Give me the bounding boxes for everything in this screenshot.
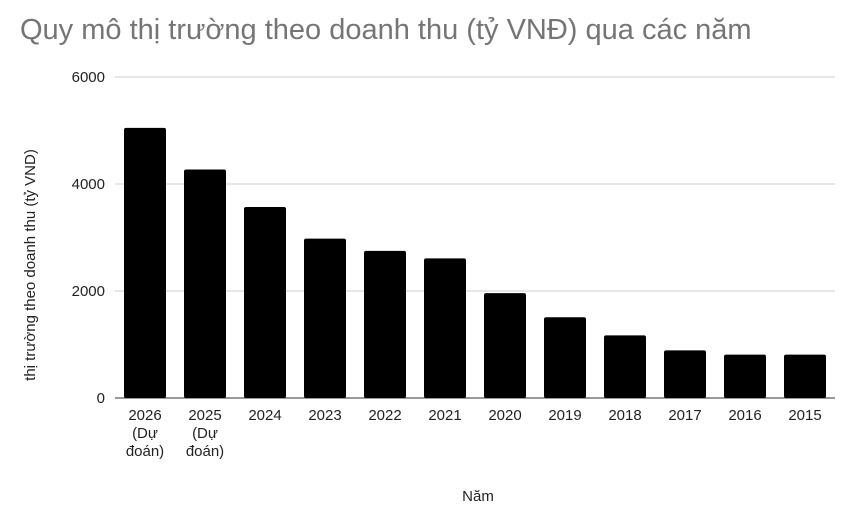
bar: [184, 169, 226, 398]
bar: [244, 207, 286, 398]
bar: [304, 238, 346, 398]
bar: [724, 354, 766, 398]
bar: [664, 350, 706, 398]
bar: [484, 293, 526, 398]
x-axis-title: Năm: [462, 488, 494, 505]
y-axis-title: thị trường theo doanh thu (tỷ VND): [22, 149, 39, 381]
gridlines: [115, 76, 835, 399]
x-tick-label: 2025 (Dự đoán): [186, 407, 224, 460]
y-tick-label: 0: [97, 390, 105, 407]
x-tick-label: 2018: [608, 407, 641, 424]
bar: [784, 354, 826, 398]
y-tick-label: 2000: [72, 283, 105, 300]
bar: [124, 127, 166, 398]
x-tick-label: 2016: [728, 407, 761, 424]
x-tick-label: 2024: [248, 407, 281, 424]
bar: [424, 258, 466, 398]
x-tick-label: 2015: [788, 407, 821, 424]
x-tick-label: 2021: [428, 407, 461, 424]
y-tick-label: 4000: [72, 176, 105, 193]
x-tick-label: 2023: [308, 407, 341, 424]
x-tick-label: 2017: [668, 407, 701, 424]
bar: [604, 335, 646, 398]
x-axis-ticks: 2026 (Dự đoán) 2025 (Dự đoán) 2024 2023 2022 2021…: [126, 407, 822, 460]
y-axis-ticks: 0 2000 4000 6000: [72, 69, 105, 407]
x-tick-label: 2022: [368, 407, 401, 424]
y-tick-label: 6000: [72, 69, 105, 86]
bar: [544, 317, 586, 398]
chart-title: Quy mô thị trường theo doanh thu (tỷ VNĐ…: [20, 14, 752, 46]
x-tick-label: 2020: [488, 407, 521, 424]
x-tick-label: 2026 (Dự đoán): [126, 407, 164, 460]
x-tick-label: 2019: [548, 407, 581, 424]
bars: [124, 127, 826, 398]
bar: [364, 250, 406, 398]
